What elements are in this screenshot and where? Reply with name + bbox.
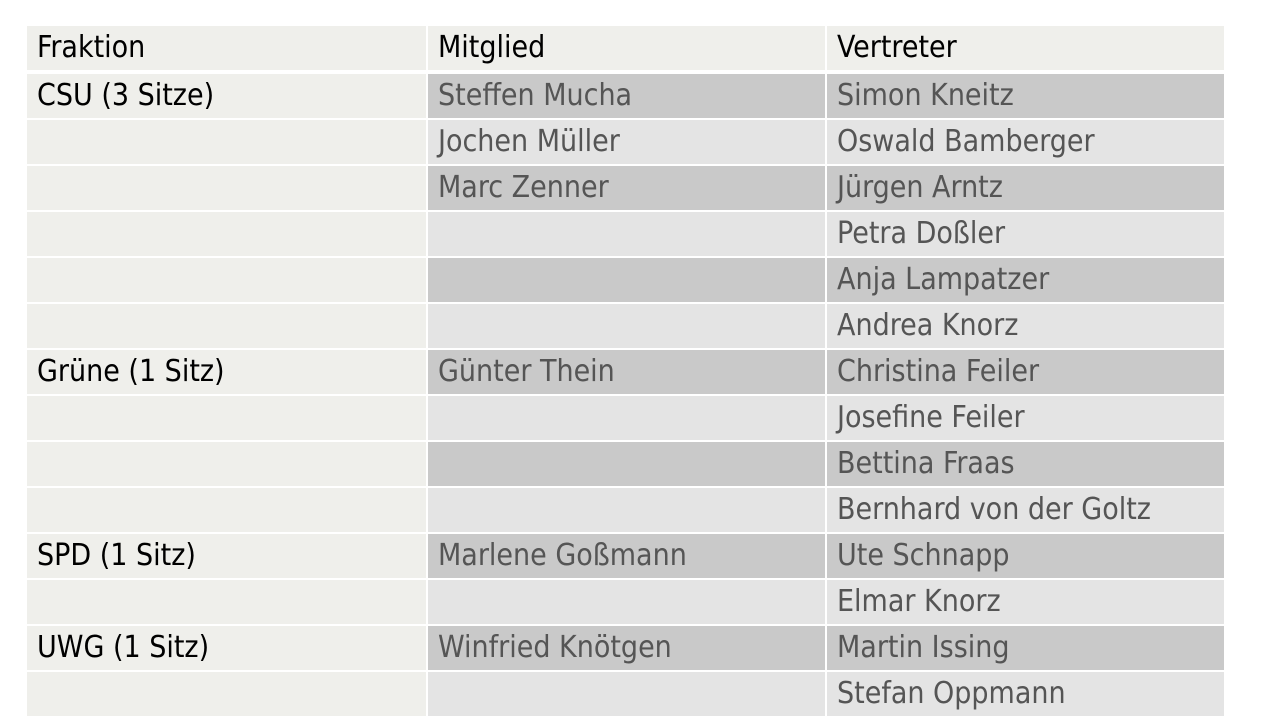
vertreter-cell: Bernhard von der Goltz xyxy=(825,488,1224,534)
mitglied-cell xyxy=(426,258,825,304)
table-row: Grüne (1 Sitz) Günter Thein Christina Fe… xyxy=(27,350,1224,396)
committee-table: Fraktion Mitglied Vertreter CSU (3 Sitze… xyxy=(27,26,1224,718)
vertreter-cell: Oswald Bamberger xyxy=(825,120,1224,166)
fraktion-cell: SPD (1 Sitz) xyxy=(27,534,426,580)
vertreter-cell: Petra Doßler xyxy=(825,212,1224,258)
mitglied-cell xyxy=(426,442,825,488)
vertreter-cell: Christina Feiler xyxy=(825,350,1224,396)
fraktion-cell xyxy=(27,672,426,718)
fraktion-cell: UWG (1 Sitz) xyxy=(27,626,426,672)
fraktion-cell: Grüne (1 Sitz) xyxy=(27,350,426,396)
mitglied-cell: Winfried Knötgen xyxy=(426,626,825,672)
table-row: Jochen Müller Oswald Bamberger xyxy=(27,120,1224,166)
vertreter-cell: Anja Lampatzer xyxy=(825,258,1224,304)
fraktion-cell xyxy=(27,304,426,350)
header-mitglied: Mitglied xyxy=(426,26,825,74)
mitglied-cell: Jochen Müller xyxy=(426,120,825,166)
vertreter-cell: Ute Schnapp xyxy=(825,534,1224,580)
mitglied-cell xyxy=(426,304,825,350)
committee-table-container: Fraktion Mitglied Vertreter CSU (3 Sitze… xyxy=(27,26,1224,718)
vertreter-cell: Josefine Feiler xyxy=(825,396,1224,442)
header-fraktion: Fraktion xyxy=(27,26,426,74)
vertreter-cell: Elmar Knorz xyxy=(825,580,1224,626)
table-row: Bettina Fraas xyxy=(27,442,1224,488)
table-row: UWG (1 Sitz) Winfried Knötgen Martin Iss… xyxy=(27,626,1224,672)
mitglied-cell xyxy=(426,212,825,258)
fraktion-cell xyxy=(27,396,426,442)
mitglied-cell: Steffen Mucha xyxy=(426,74,825,120)
mitglied-cell xyxy=(426,580,825,626)
mitglied-cell xyxy=(426,396,825,442)
table-row: Anja Lampatzer xyxy=(27,258,1224,304)
vertreter-cell: Bettina Fraas xyxy=(825,442,1224,488)
header-vertreter: Vertreter xyxy=(825,26,1224,74)
fraktion-cell xyxy=(27,488,426,534)
mitglied-cell: Günter Thein xyxy=(426,350,825,396)
fraktion-cell xyxy=(27,580,426,626)
table-header-row: Fraktion Mitglied Vertreter xyxy=(27,26,1224,74)
fraktion-cell xyxy=(27,166,426,212)
table-row: Marc Zenner Jürgen Arntz xyxy=(27,166,1224,212)
table-row: Petra Doßler xyxy=(27,212,1224,258)
table-body: CSU (3 Sitze) Steffen Mucha Simon Kneitz… xyxy=(27,74,1224,718)
fraktion-cell xyxy=(27,120,426,166)
table-row: Andrea Knorz xyxy=(27,304,1224,350)
vertreter-cell: Andrea Knorz xyxy=(825,304,1224,350)
vertreter-cell: Stefan Oppmann xyxy=(825,672,1224,718)
vertreter-cell: Martin Issing xyxy=(825,626,1224,672)
mitglied-cell xyxy=(426,488,825,534)
mitglied-cell xyxy=(426,672,825,718)
mitglied-cell: Marc Zenner xyxy=(426,166,825,212)
fraktion-cell xyxy=(27,258,426,304)
fraktion-cell xyxy=(27,212,426,258)
vertreter-cell: Simon Kneitz xyxy=(825,74,1224,120)
table-row: SPD (1 Sitz) Marlene Goßmann Ute Schnapp xyxy=(27,534,1224,580)
table-row: CSU (3 Sitze) Steffen Mucha Simon Kneitz xyxy=(27,74,1224,120)
table-row: Elmar Knorz xyxy=(27,580,1224,626)
table-row: Josefine Feiler xyxy=(27,396,1224,442)
vertreter-cell: Jürgen Arntz xyxy=(825,166,1224,212)
fraktion-cell xyxy=(27,442,426,488)
table-row: Stefan Oppmann xyxy=(27,672,1224,718)
table-row: Bernhard von der Goltz xyxy=(27,488,1224,534)
fraktion-cell: CSU (3 Sitze) xyxy=(27,74,426,120)
mitglied-cell: Marlene Goßmann xyxy=(426,534,825,580)
